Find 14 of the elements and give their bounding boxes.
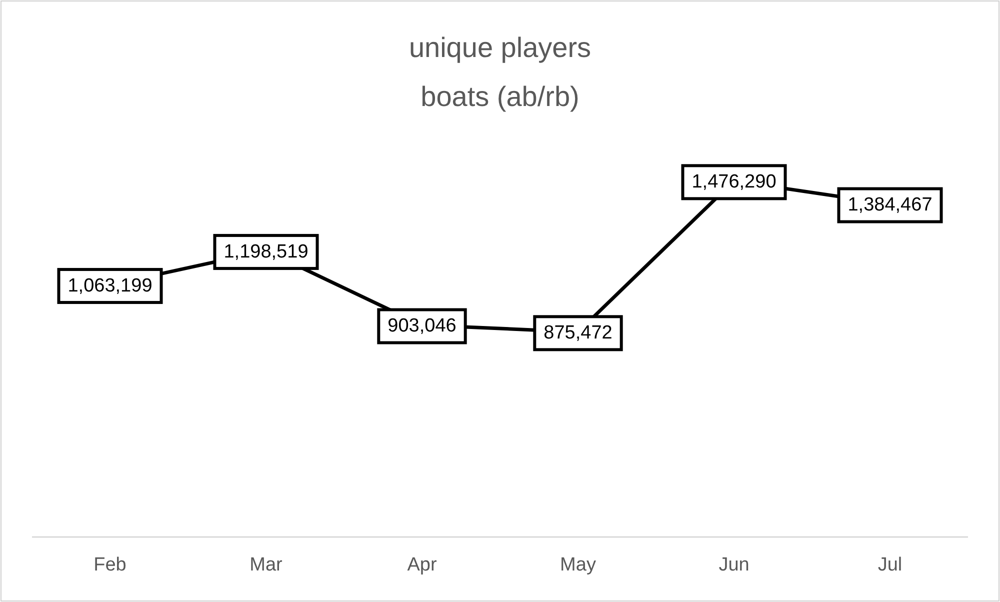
x-tick-label: May — [560, 554, 596, 576]
data-label: 1,384,467 — [848, 194, 932, 216]
data-label: 875,472 — [544, 322, 612, 344]
chart-subtitle: boats (ab/rb) — [420, 81, 580, 112]
data-label: 1,063,199 — [68, 275, 152, 296]
data-label: 1,476,290 — [692, 172, 776, 193]
x-tick-label: Mar — [250, 554, 284, 576]
x-tick-label: Jun — [718, 554, 750, 576]
x-tick-label: Feb — [94, 554, 126, 576]
data-label: 1,198,519 — [224, 241, 308, 262]
chart-title: unique players — [408, 32, 592, 63]
x-tick-label: Jul — [878, 554, 902, 576]
x-tick-label: Apr — [407, 554, 438, 576]
data-label: 903,046 — [388, 316, 456, 337]
